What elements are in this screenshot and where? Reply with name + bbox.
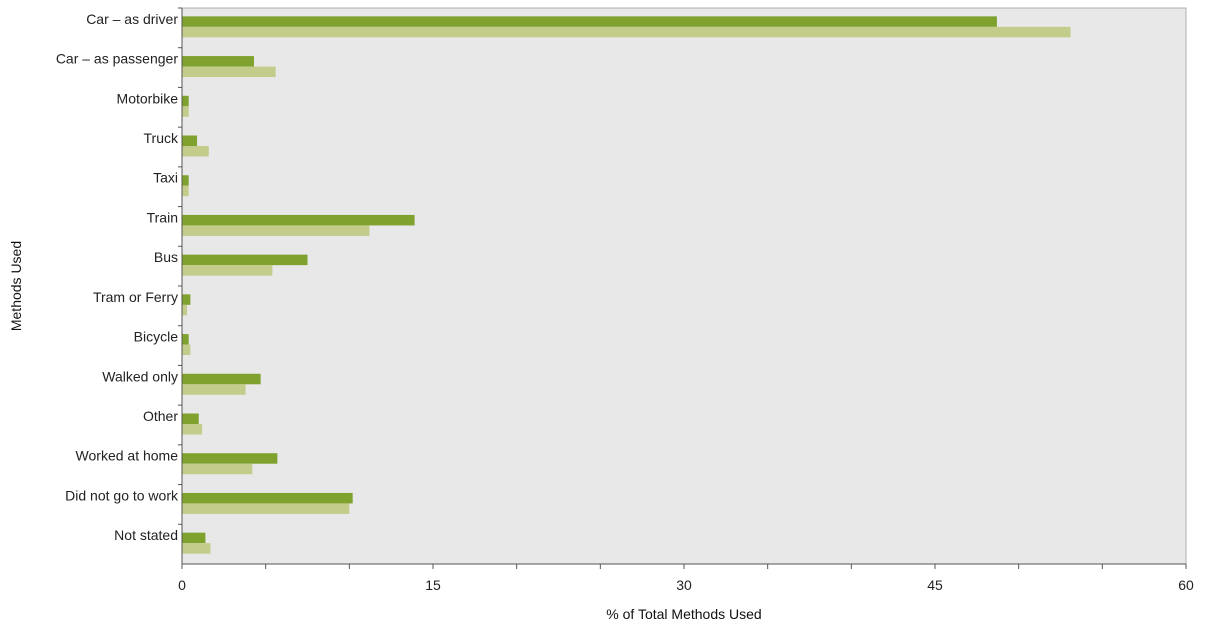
category-label: Walked only — [102, 368, 178, 384]
category-label: Bicycle — [134, 329, 179, 345]
bar — [182, 16, 997, 27]
x-tick-label: 60 — [1178, 577, 1194, 593]
bar — [182, 254, 308, 266]
category-label: Motorbike — [117, 90, 179, 106]
bar — [182, 95, 189, 107]
y-axis-title: Methods Used — [8, 241, 24, 331]
category-label: Taxi — [153, 170, 178, 186]
bar — [182, 373, 261, 385]
category-label: Truck — [144, 130, 179, 146]
category-label: Did not go to work — [65, 487, 179, 503]
bar — [182, 66, 276, 78]
bar — [182, 175, 189, 186]
bar — [182, 106, 189, 117]
bar — [182, 492, 353, 504]
category-label: Car – as driver — [86, 11, 178, 27]
bar — [182, 146, 209, 157]
bar — [182, 304, 188, 316]
bar — [182, 453, 278, 464]
bar — [182, 135, 198, 146]
x-tick-label: 15 — [425, 577, 441, 593]
plot-area — [181, 7, 1187, 565]
x-ticks-group: 0 15 30 45 60 — [178, 564, 1194, 593]
bar — [182, 56, 254, 67]
bar — [182, 424, 203, 435]
category-label: Tram or Ferry — [93, 289, 178, 305]
x-tick-label: 0 — [178, 577, 186, 593]
category-label: Bus — [154, 249, 178, 265]
bar — [182, 214, 415, 226]
category-label: Car – as passenger — [56, 51, 179, 67]
x-axis-title: % of Total Methods Used — [606, 606, 761, 622]
bar — [182, 543, 211, 554]
bar — [182, 265, 273, 276]
bar — [182, 503, 350, 514]
bars-group — [182, 16, 1071, 554]
category-label: Other — [143, 408, 178, 424]
bar — [182, 26, 1071, 38]
bar — [182, 294, 191, 305]
bar — [182, 413, 199, 424]
category-label: Worked at home — [76, 448, 179, 464]
bar — [182, 532, 206, 544]
bar — [182, 384, 246, 395]
bar — [182, 334, 189, 345]
x-tick-label: 30 — [676, 577, 692, 593]
category-label: Not stated — [114, 527, 178, 543]
category-label: Train — [147, 209, 178, 225]
bar — [182, 463, 253, 475]
x-tick-label: 45 — [927, 577, 943, 593]
bar — [182, 185, 189, 197]
bar — [182, 344, 191, 356]
y-labels-group: Car – as driver Car – as passenger Motorbi… — [56, 7, 182, 543]
bar — [182, 225, 370, 236]
